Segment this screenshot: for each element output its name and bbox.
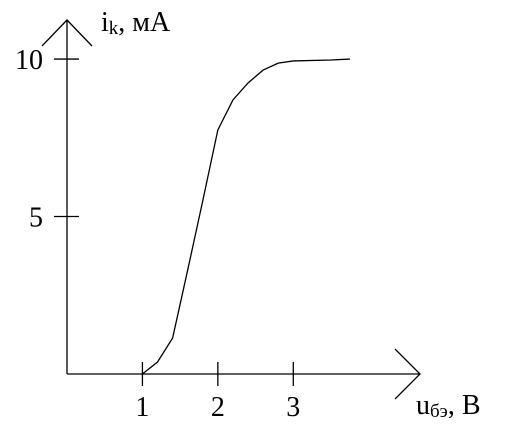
x-axis-arrow	[394, 348, 421, 400]
x-axis-label: uбэ, В	[416, 390, 481, 422]
x-label-symbol: u	[416, 390, 430, 421]
y-label-subscript: k	[109, 18, 119, 39]
x-label-unit: , В	[448, 390, 481, 421]
y-axis-arrow	[41, 19, 93, 47]
x-label-subscript: бэ	[430, 401, 448, 422]
curve	[142, 58, 350, 375]
y-tick-label: 5	[29, 203, 43, 234]
x-tick-label: 2	[211, 392, 225, 423]
x-tick-label: 1	[135, 392, 149, 423]
x-tick-label: 3	[286, 392, 300, 423]
y-label-unit: , мА	[118, 7, 171, 38]
y-label-symbol: i	[101, 7, 109, 38]
y-axis-label: ik, мА	[101, 7, 171, 39]
y-tick-label: 10	[15, 45, 43, 76]
